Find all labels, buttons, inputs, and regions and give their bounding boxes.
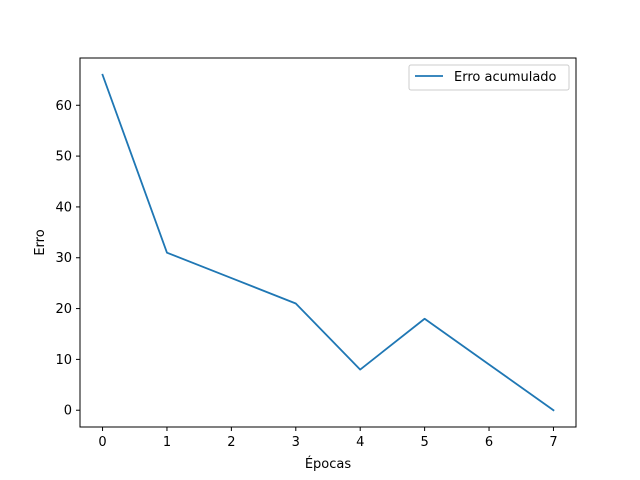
x-axis-ticks: 0 1 2 3 4 5 6 7 <box>98 427 558 450</box>
x-tick-label: 1 <box>163 435 171 450</box>
x-tick-label: 6 <box>485 435 493 450</box>
y-tick-label: 60 <box>55 99 72 114</box>
y-tick-label: 10 <box>55 353 72 368</box>
x-tick-label: 3 <box>292 435 300 450</box>
x-tick-label: 2 <box>227 435 235 450</box>
series-line <box>101 73 555 412</box>
y-axis-label: Erro <box>33 229 48 255</box>
y-tick-label: 40 <box>55 200 72 215</box>
y-tick-label: 20 <box>55 302 72 317</box>
x-tick-label: 4 <box>356 435 364 450</box>
x-tick-label: 5 <box>420 435 428 450</box>
series-layer <box>101 73 555 412</box>
x-axis-label: Épocas <box>305 456 352 472</box>
plot-frame <box>79 57 577 428</box>
legend-label: Erro acumulado <box>454 70 557 85</box>
x-tick-label: 0 <box>98 435 106 450</box>
y-tick-label: 0 <box>64 404 72 419</box>
x-tick-label: 7 <box>549 435 557 450</box>
y-axis-ticks: 0 10 20 30 40 50 60 <box>55 99 80 419</box>
legend: Erro acumulado <box>408 64 570 91</box>
legend-box <box>408 64 570 91</box>
y-tick-label: 50 <box>55 150 72 165</box>
y-tick-label: 30 <box>55 251 72 266</box>
